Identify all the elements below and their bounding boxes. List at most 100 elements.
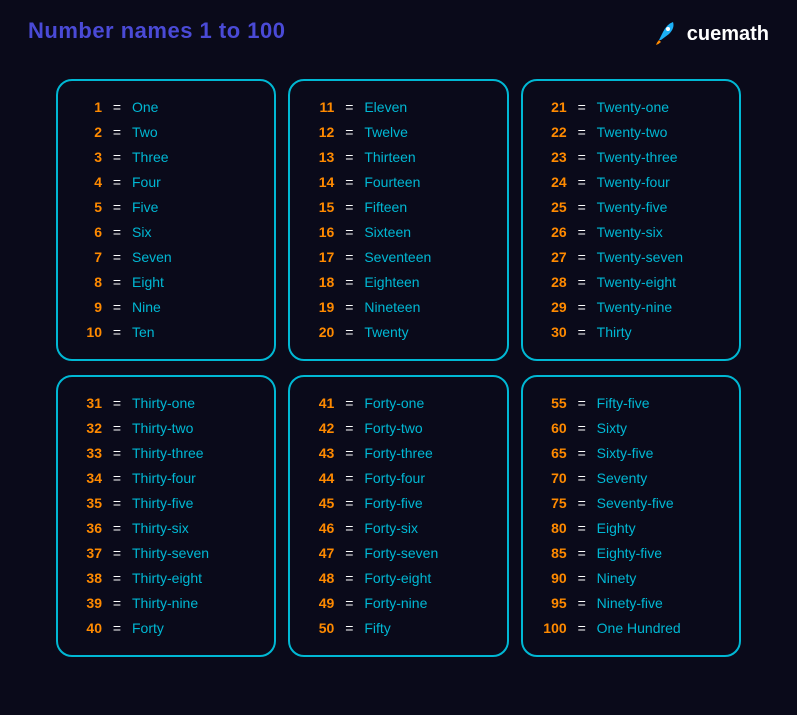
number-name: Fifteen (358, 195, 407, 220)
number-value: 15 (302, 195, 340, 220)
number-name: Eighty-five (591, 541, 662, 566)
logo-text: cuemath (687, 23, 769, 46)
number-name: Thirty-one (126, 391, 195, 416)
number-name: Eight (126, 270, 164, 295)
number-value: 30 (535, 320, 573, 345)
number-row: 95=Ninety-five (535, 591, 727, 616)
number-name: Thirteen (358, 145, 415, 170)
number-value: 13 (302, 145, 340, 170)
number-value: 44 (302, 466, 340, 491)
number-value: 80 (535, 516, 573, 541)
number-row: 19=Nineteen (302, 295, 494, 320)
equals-sign: = (108, 170, 126, 195)
number-row: 29=Twenty-nine (535, 295, 727, 320)
number-row: 1=One (70, 95, 262, 120)
number-row: 13=Thirteen (302, 145, 494, 170)
number-row: 9=Nine (70, 295, 262, 320)
number-value: 55 (535, 391, 573, 416)
number-value: 18 (302, 270, 340, 295)
logo: cuemath (653, 18, 769, 51)
number-value: 14 (302, 170, 340, 195)
number-name: Twenty-two (591, 120, 668, 145)
number-name: Forty-eight (358, 566, 431, 591)
number-name: Four (126, 170, 161, 195)
number-row: 11=Eleven (302, 95, 494, 120)
number-value: 75 (535, 491, 573, 516)
number-name: Thirty-eight (126, 566, 202, 591)
number-name: Forty-six (358, 516, 418, 541)
number-row: 44=Forty-four (302, 466, 494, 491)
number-row: 37=Thirty-seven (70, 541, 262, 566)
number-name: Twenty-seven (591, 245, 683, 270)
number-name: Thirty-six (126, 516, 189, 541)
number-row: 3=Three (70, 145, 262, 170)
number-name: One (126, 95, 158, 120)
number-value: 23 (535, 145, 573, 170)
number-name: Seven (126, 245, 172, 270)
equals-sign: = (573, 195, 591, 220)
number-name: Fifty (358, 616, 390, 641)
number-value: 39 (70, 591, 108, 616)
number-row: 36=Thirty-six (70, 516, 262, 541)
number-row: 30=Thirty (535, 320, 727, 345)
equals-sign: = (108, 541, 126, 566)
number-value: 95 (535, 591, 573, 616)
number-value: 19 (302, 295, 340, 320)
number-value: 20 (302, 320, 340, 345)
number-row: 33=Thirty-three (70, 441, 262, 466)
number-value: 47 (302, 541, 340, 566)
number-row: 10=Ten (70, 320, 262, 345)
number-row: 65=Sixty-five (535, 441, 727, 466)
number-row: 39=Thirty-nine (70, 591, 262, 616)
number-value: 60 (535, 416, 573, 441)
number-row: 55=Fifty-five (535, 391, 727, 416)
number-name: Forty-five (358, 491, 422, 516)
number-value: 9 (70, 295, 108, 320)
equals-sign: = (573, 491, 591, 516)
number-row: 35=Thirty-five (70, 491, 262, 516)
number-name: Forty-nine (358, 591, 427, 616)
number-value: 16 (302, 220, 340, 245)
equals-sign: = (108, 320, 126, 345)
equals-sign: = (340, 170, 358, 195)
equals-sign: = (573, 95, 591, 120)
number-name: Seventy (591, 466, 648, 491)
number-row: 24=Twenty-four (535, 170, 727, 195)
number-name: Seventeen (358, 245, 431, 270)
number-name: Forty-three (358, 441, 432, 466)
number-row: 18=Eighteen (302, 270, 494, 295)
equals-sign: = (108, 416, 126, 441)
number-row: 34=Thirty-four (70, 466, 262, 491)
number-row: 85=Eighty-five (535, 541, 727, 566)
number-row: 16=Sixteen (302, 220, 494, 245)
equals-sign: = (340, 591, 358, 616)
number-name: Sixty (591, 416, 627, 441)
number-name: Two (126, 120, 158, 145)
number-name: Twenty (358, 320, 408, 345)
number-row: 75=Seventy-five (535, 491, 727, 516)
number-row: 60=Sixty (535, 416, 727, 441)
number-row: 12=Twelve (302, 120, 494, 145)
equals-sign: = (340, 416, 358, 441)
number-name: Three (126, 145, 169, 170)
number-row: 5=Five (70, 195, 262, 220)
number-name: Thirty-four (126, 466, 196, 491)
number-value: 24 (535, 170, 573, 195)
equals-sign: = (108, 145, 126, 170)
number-row: 20=Twenty (302, 320, 494, 345)
equals-sign: = (108, 120, 126, 145)
number-row: 45=Forty-five (302, 491, 494, 516)
number-row: 100=One Hundred (535, 616, 727, 641)
number-box: 31=Thirty-one32=Thirty-two33=Thirty-thre… (56, 375, 276, 657)
number-value: 7 (70, 245, 108, 270)
number-name: Thirty-two (126, 416, 193, 441)
number-row: 40=Forty (70, 616, 262, 641)
number-value: 43 (302, 441, 340, 466)
number-name: Thirty-three (126, 441, 204, 466)
equals-sign: = (108, 195, 126, 220)
number-value: 41 (302, 391, 340, 416)
equals-sign: = (340, 466, 358, 491)
number-value: 49 (302, 591, 340, 616)
number-row: 42=Forty-two (302, 416, 494, 441)
equals-sign: = (108, 466, 126, 491)
